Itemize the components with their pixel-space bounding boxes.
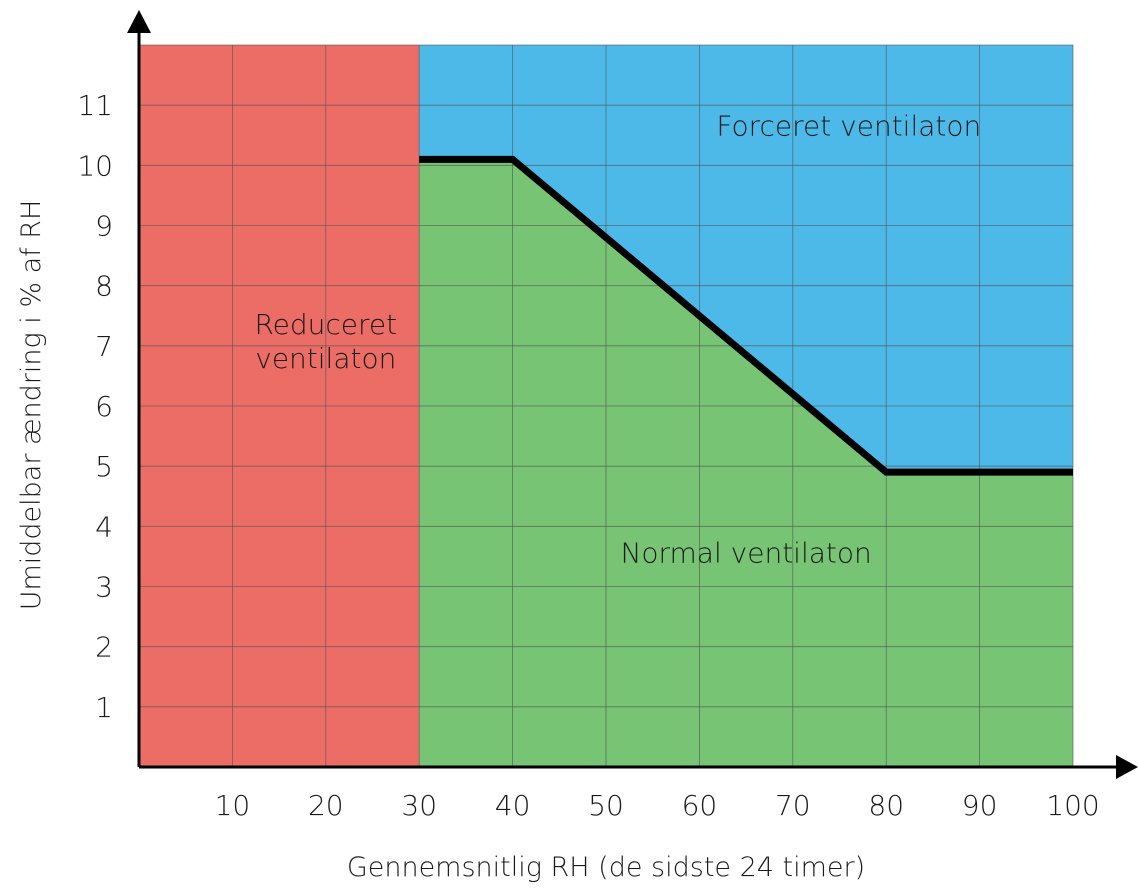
x-tick-label: 10 [215,789,251,822]
region-label: Reduceret ventilaton [254,308,397,375]
y-tick-label: 9 [95,210,113,243]
y-tick-labels: 1 2 3 4 5 6 7 8 9 10 11 [77,89,113,724]
x-tick-label: 40 [495,789,531,822]
x-axis-label: Gennemsnitlig RH (de sidste 24 timer) [347,852,865,883]
x-tick-label: 90 [962,789,998,822]
region-label: Normal ventilaton [620,536,871,569]
region-normal [419,159,1073,768]
region-label-line: ventilaton [255,342,396,375]
x-tick-label: 60 [682,789,718,822]
x-tick-labels: 10 20 30 40 50 60 70 80 90 100 [215,789,1100,822]
y-tick-label: 11 [77,89,113,122]
x-axis-arrow-icon [1116,755,1138,779]
region-forceret [419,45,1073,473]
x-tick-label: 30 [401,789,437,822]
y-tick-label: 3 [95,571,113,604]
x-tick-label: 50 [588,789,624,822]
x-tick-label: 70 [775,789,811,822]
region-label: Forceret ventilaton [716,109,981,142]
y-axis-arrow-icon [127,10,151,33]
region-label-line: Forceret ventilaton [716,109,981,142]
y-tick-label: 10 [77,149,113,182]
region-labels: Reduceret ventilaton Forceret ventilaton No… [254,109,981,569]
y-axis-label: Umiddelbar ændring i % af RH [16,200,47,611]
y-tick-label: 5 [95,450,113,483]
region-label-line: Normal ventilaton [620,536,871,569]
x-tick-label: 20 [308,789,344,822]
region-label-line: Reduceret [254,308,397,341]
threshold-line [419,155,1073,476]
y-tick-label: 2 [95,631,113,664]
threshold-line-group [419,155,1073,476]
y-tick-label: 1 [95,691,113,724]
y-tick-label: 6 [95,390,113,423]
x-tick-label: 80 [868,789,904,822]
chart-grid [139,44,1074,767]
y-tick-label: 4 [95,510,113,543]
y-tick-label: 8 [95,270,113,303]
chart-axes [127,10,1138,779]
y-tick-label: 7 [95,330,113,363]
x-tick-label: 100 [1046,789,1099,822]
